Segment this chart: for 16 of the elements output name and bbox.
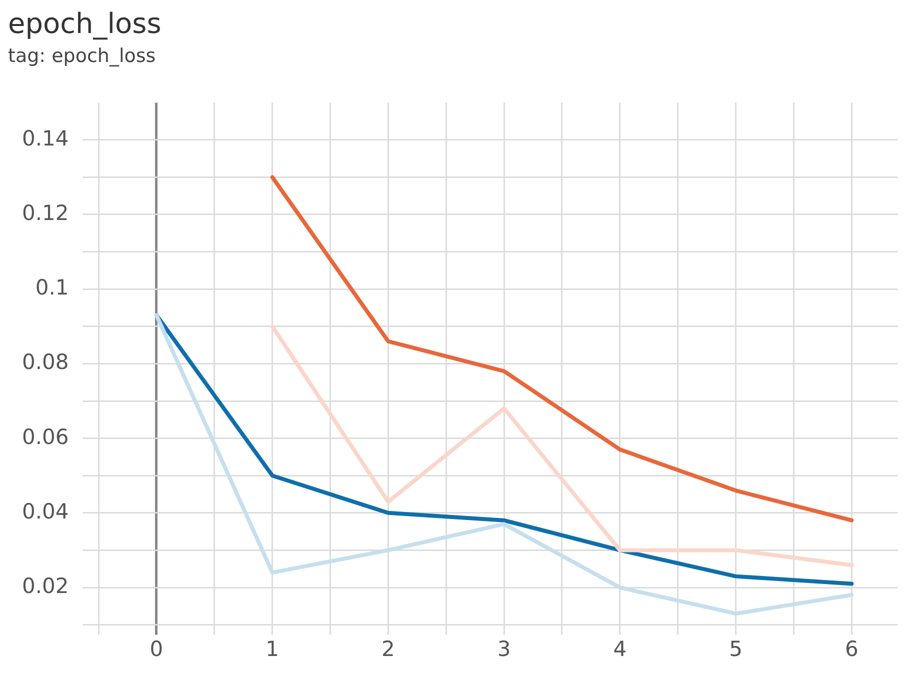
y-tick-label: 0.04 [22, 499, 69, 524]
y-tick-label: 0.1 [35, 276, 69, 300]
x-tick-label: 0 [150, 636, 164, 661]
x-tick-label: 2 [382, 636, 395, 661]
x-tick-label: 6 [844, 636, 858, 661]
x-tick-label: 5 [729, 636, 742, 661]
chart-subtitle: tag: epoch_loss [8, 44, 157, 69]
y-tick-label: 0.12 [22, 200, 69, 225]
x-tick-label: 1 [266, 636, 280, 661]
y-tick-label: 0.02 [22, 574, 69, 598]
chart-title: epoch_loss [8, 6, 162, 42]
y-tick-label: 0.08 [22, 350, 69, 374]
x-tick-label: 3 [497, 636, 511, 661]
y-tick-label: 0.14 [22, 126, 69, 150]
x-tick-label: 4 [613, 636, 627, 661]
y-tick-label: 0.06 [22, 424, 69, 449]
